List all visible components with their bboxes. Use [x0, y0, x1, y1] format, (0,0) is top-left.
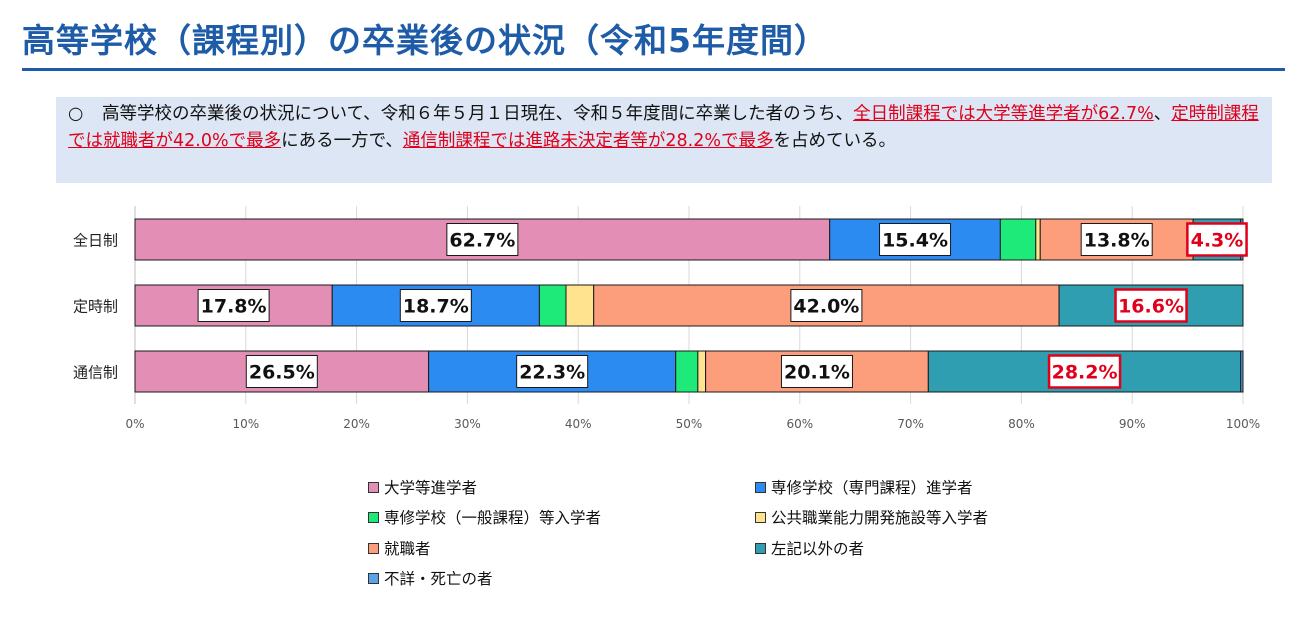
legend-swatch: [755, 511, 766, 523]
legend-swatch: [368, 481, 379, 493]
title-divider: [22, 68, 1285, 71]
data-label-box: [790, 289, 863, 322]
summary-text-2: 、: [1153, 104, 1172, 124]
legend-label: 就職者: [384, 540, 431, 558]
legend-item: 専修学校（一般課程）等入学者: [368, 506, 601, 528]
summary-highlight-3: 通信制課程では進路未決定者等が28.2%で最多: [402, 131, 774, 151]
legend-item: 専修学校（専門課程）進学者: [755, 476, 973, 498]
bar-segment: [999, 218, 1037, 261]
data-label-box: [1186, 222, 1248, 257]
data-label: 4.3%: [1191, 230, 1244, 252]
data-label: 42.0%: [793, 296, 859, 318]
category-label: 全日制: [73, 232, 118, 250]
data-label-box: [879, 223, 952, 256]
data-label-box: [516, 355, 589, 388]
legend-item: 大学等進学者: [368, 476, 477, 498]
bar-segment: [538, 284, 567, 327]
x-tick-label: 100%: [1226, 417, 1260, 431]
summary-text-4: を占めている。: [773, 131, 897, 151]
legend-label: 大学等進学者: [384, 479, 478, 497]
legend-swatch: [368, 542, 379, 554]
bar-segment: [697, 350, 707, 393]
summary-box: ○ 高等学校の卒業後の状況について、令和６年５月１日現在、令和５年度間に卒業した者…: [56, 97, 1272, 183]
legend-swatch: [755, 542, 766, 554]
data-label-box: [245, 355, 318, 388]
legend-label: 左記以外の者: [771, 540, 865, 558]
summary-text-1: 高等学校の卒業後の状況について、令和６年５月１日現在、令和５年度間に卒業した者の…: [102, 104, 854, 124]
legend-label: 専修学校（一般課程）等入学者: [384, 509, 602, 527]
x-tick-label: 40%: [565, 417, 592, 431]
bar-segment: [1240, 350, 1244, 393]
legend-label: 公共職業能力開発施設等入学者: [771, 509, 989, 527]
x-tick-label: 50%: [676, 417, 703, 431]
category-label: 定時制: [73, 298, 118, 316]
legend-item: 就職者: [368, 537, 431, 559]
legend-label: 専修学校（専門課程）進学者: [771, 479, 973, 497]
legend-swatch: [368, 511, 379, 523]
legend-swatch: [368, 572, 379, 584]
data-label: 17.8%: [201, 296, 267, 318]
data-label-box: [1080, 223, 1153, 256]
bar-segment: [675, 350, 699, 393]
x-tick-label: 20%: [343, 417, 370, 431]
data-label: 62.7%: [449, 230, 515, 252]
data-label: 15.4%: [882, 230, 948, 252]
data-label-box: [780, 355, 853, 388]
summary-highlight-2: 定時制課程では就職者が42.0%で最多: [68, 104, 1259, 151]
legend-item: 公共職業能力開発施設等入学者: [755, 506, 988, 528]
data-label-box: [399, 289, 472, 322]
data-label: 28.2%: [1052, 362, 1118, 384]
data-label: 18.7%: [403, 296, 469, 318]
x-tick-label: 60%: [786, 417, 813, 431]
legend-item: 不詳・死亡の者: [368, 567, 493, 589]
data-label-box: [446, 223, 519, 256]
data-label: 20.1%: [784, 362, 850, 384]
category-label: 通信制: [73, 364, 118, 382]
data-label-box: [197, 289, 270, 322]
legend-label: 不詳・死亡の者: [384, 570, 493, 588]
bar-segment: [1035, 218, 1041, 261]
chart-legend: 大学等進学者 専修学校（専門課程）進学者専修学校（一般課程）等入学者 公共職業能力開…: [368, 476, 1068, 596]
summary-bullet: ○: [68, 104, 84, 124]
x-tick-label: 80%: [1008, 417, 1035, 431]
legend-item: 左記以外の者: [755, 537, 864, 559]
data-label: 22.3%: [519, 362, 585, 384]
summary-highlight-1: 全日制課程では大学等進学者が62.7%: [853, 104, 1154, 124]
x-tick-label: 70%: [897, 417, 924, 431]
data-label: 16.6%: [1118, 296, 1184, 318]
x-tick-label: 10%: [232, 417, 259, 431]
data-label: 13.8%: [1084, 230, 1150, 252]
summary-text-3: にある一方で、: [281, 131, 403, 151]
data-label-box: [1047, 354, 1122, 389]
data-label-box: [1114, 288, 1188, 323]
bar-segment: [565, 284, 595, 327]
legend-swatch: [755, 481, 766, 493]
x-tick-label: 30%: [454, 417, 481, 431]
data-label: 26.5%: [249, 362, 315, 384]
x-tick-label: 0%: [125, 417, 144, 431]
page-title: 高等学校（課程別）の卒業後の状況（令和5年度間）: [22, 21, 828, 60]
x-tick-label: 90%: [1119, 417, 1146, 431]
